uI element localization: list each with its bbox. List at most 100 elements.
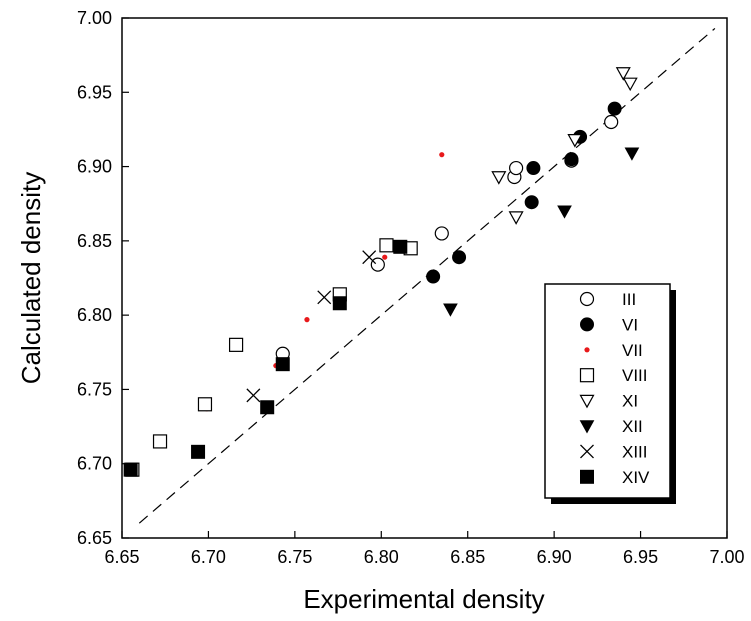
open-triangle-marker <box>491 171 507 185</box>
x-tick-label: 6.75 <box>277 547 312 567</box>
y-tick-label: 6.75 <box>77 379 112 399</box>
filled-square-marker <box>191 444 206 459</box>
data-point-xi <box>508 211 524 225</box>
legend-label-xi: XI <box>622 392 638 411</box>
data-point-xi <box>622 77 638 92</box>
open-triangle-marker <box>622 77 638 92</box>
y-axis-label: Calculated density <box>16 172 46 384</box>
filled-triangle-marker <box>579 420 595 434</box>
data-point-vi <box>526 161 541 176</box>
open-triangle-marker <box>579 394 595 409</box>
data-point-xiii <box>362 250 377 265</box>
filled-circle-marker <box>526 161 541 176</box>
axis-ticks: 6.65 6.70 6.75 6.80 6.85 6.90 6.95 7.00 6.65 6.70… <box>77 8 745 567</box>
cross-stroke <box>317 290 332 305</box>
data-point-xii <box>624 147 640 161</box>
filled-circle-marker <box>524 195 539 210</box>
data-point-vi <box>607 101 622 116</box>
data-point-iii <box>509 160 524 176</box>
x-tick-label: 6.85 <box>450 547 485 567</box>
open-triangle-marker <box>615 67 631 81</box>
legend-label-xii: XII <box>622 417 643 436</box>
data-point-viii <box>152 434 168 449</box>
y-tick-label: 6.85 <box>77 231 112 251</box>
x-tick-label: 6.95 <box>623 547 658 567</box>
data-point-xi <box>491 171 507 185</box>
data-point-iii <box>370 257 385 272</box>
open-circle-marker <box>604 114 619 130</box>
open-square-marker <box>197 397 213 412</box>
data-point-xiii <box>246 388 261 403</box>
filled-square-marker <box>332 296 347 311</box>
data-point-xiii <box>317 290 332 305</box>
filled-circle-marker <box>607 101 622 116</box>
data-point-xiv <box>191 444 206 459</box>
legend-marker-iii <box>579 291 595 307</box>
legend-label-vi: VI <box>622 315 638 334</box>
legend-marker-xii <box>579 420 595 434</box>
data-point-xii <box>557 205 572 219</box>
x-tick-label: 7.00 <box>709 547 744 567</box>
data-point-vi <box>564 152 579 167</box>
data-point-xi <box>615 67 631 81</box>
small-dot-marker <box>304 317 310 323</box>
data-point-viii <box>197 397 213 412</box>
legend-items: III VI VII VIII XI XII XIII XIV <box>579 290 650 487</box>
open-circle-marker <box>434 226 449 241</box>
data-point-xii <box>443 303 458 317</box>
open-square-marker <box>379 238 394 253</box>
open-circle-marker <box>509 160 524 176</box>
legend-marker-xiii <box>580 444 594 459</box>
data-point-xiv <box>332 296 347 311</box>
legend-label-iii: III <box>622 290 636 309</box>
legend-label-viii: VIII <box>622 366 648 385</box>
legend-marker-vi <box>580 317 594 332</box>
x-tick-label: 6.70 <box>191 547 226 567</box>
y-tick-label: 6.95 <box>77 82 112 102</box>
data-point-viii <box>228 337 244 352</box>
filled-circle-marker <box>580 317 594 332</box>
open-square-marker <box>152 434 168 449</box>
legend-label-vii: VII <box>622 341 643 360</box>
open-circle-marker <box>370 257 385 272</box>
filled-square-marker <box>580 469 594 484</box>
data-point-xi <box>567 134 583 148</box>
y-tick-label: 6.80 <box>77 305 112 325</box>
legend-marker-xiv <box>580 469 594 484</box>
open-triangle-marker <box>508 211 524 225</box>
data-point-vii <box>304 317 310 323</box>
legend-label-xiii: XIII <box>622 442 648 461</box>
data-point-xiv <box>275 357 290 372</box>
filled-square-marker <box>123 462 138 477</box>
x-tick-label: 6.90 <box>537 547 572 567</box>
small-dot-marker <box>382 254 388 260</box>
y-tick-label: 7.00 <box>77 8 112 28</box>
legend-marker-viii <box>579 368 595 383</box>
small-dot-marker <box>439 152 445 158</box>
y-tick-label: 6.90 <box>77 157 112 177</box>
open-square-marker <box>579 368 595 383</box>
data-point-viii <box>379 238 394 253</box>
data-point-vii <box>439 152 445 158</box>
filled-circle-marker <box>452 250 467 265</box>
small-dot-marker <box>584 347 590 353</box>
filled-triangle-marker <box>443 303 458 317</box>
data-point-xiv <box>123 462 138 477</box>
open-square-marker <box>228 337 244 352</box>
legend: III VI VII VIII XI XII XIII XIV <box>544 283 676 504</box>
cross-stroke <box>362 250 377 265</box>
filled-square-marker <box>260 400 275 415</box>
data-point-vi <box>452 250 467 265</box>
data-point-iii <box>604 114 619 130</box>
legend-box <box>544 283 671 499</box>
x-axis-label: Experimental density <box>303 584 544 614</box>
data-point-xiv <box>393 239 408 254</box>
filled-circle-marker <box>564 152 579 167</box>
open-circle-marker <box>579 291 595 307</box>
data-point-iii <box>434 226 449 241</box>
y-tick-label: 6.65 <box>77 528 112 548</box>
cross-stroke <box>580 444 594 459</box>
x-tick-label: 6.65 <box>104 547 139 567</box>
filled-circle-marker <box>426 269 441 284</box>
